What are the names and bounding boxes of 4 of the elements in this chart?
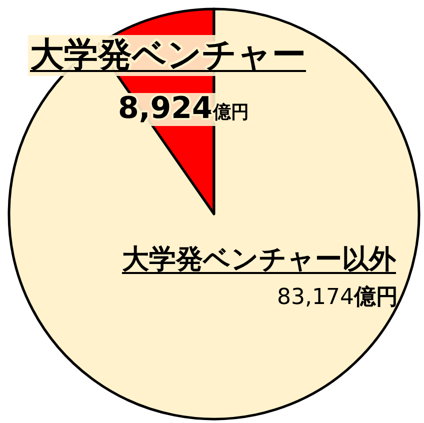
slice-label: 大学発ベンチャー以外	[122, 244, 397, 275]
slice-label: 大学発ベンチャー	[30, 35, 306, 74]
data-label: 83,174億円	[277, 285, 398, 310]
data-label: 8,924億円	[118, 91, 249, 126]
